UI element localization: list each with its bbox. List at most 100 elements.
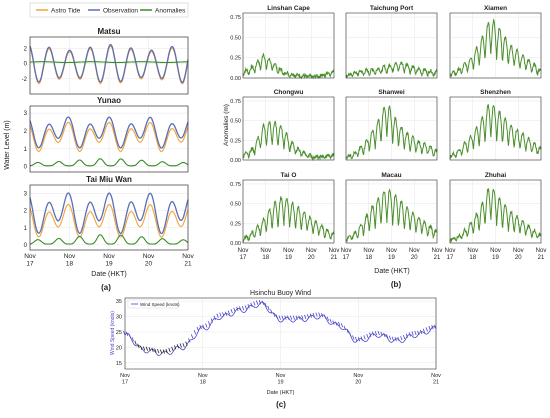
wind-barb <box>140 345 143 351</box>
x-tick-label: Nov 19 <box>283 248 294 261</box>
x-tick-label: Nov 20 <box>353 373 363 386</box>
y-tick-label: 0.50 <box>230 119 241 125</box>
x-tick-label-line: Nov <box>536 248 547 254</box>
wind-barb <box>326 316 329 321</box>
y-tick-label: 1 <box>24 147 28 153</box>
series-line <box>29 121 189 153</box>
wind-barb <box>340 323 344 328</box>
x-tick-label-line: 17 <box>343 255 350 261</box>
x-tick-label-line: 19 <box>277 380 283 386</box>
y-tick-label: 0.00 <box>230 241 241 247</box>
wind-barb <box>411 331 414 336</box>
x-tick-label-line: Nov <box>64 253 76 260</box>
x-tick-label-line: 18 <box>469 255 476 261</box>
x-tick-label-line: 21 <box>184 261 192 268</box>
panel-label-a: (a) <box>101 283 111 292</box>
y-tick-label: 2 <box>24 129 28 135</box>
x-tick-label-line: 20 <box>308 255 315 261</box>
x-axis-label: Date (HKT) <box>91 271 126 278</box>
wind-barb <box>352 335 355 340</box>
plot-frame <box>345 179 438 244</box>
subplot-title: Yunao <box>97 96 121 105</box>
x-tick-label-line: 19 <box>388 255 395 261</box>
x-tick-label-line: 19 <box>492 255 499 261</box>
wind-barb <box>312 312 315 318</box>
wind-barb <box>346 329 349 334</box>
x-tick-label-line: 18 <box>200 380 206 386</box>
y-tick-label: 0.00 <box>230 76 241 82</box>
wind-barb <box>230 309 233 314</box>
y-tick-label: 0.00 <box>230 158 241 164</box>
y-tick-label: 0 <box>24 243 28 249</box>
wind-barb <box>366 333 369 339</box>
wind-barb <box>202 324 205 329</box>
wind-barb <box>354 336 358 342</box>
wind-barb <box>185 341 188 346</box>
wind-barb <box>162 349 165 354</box>
legend-label-2: Anomalies <box>155 8 186 15</box>
wind-barb <box>391 336 394 341</box>
legend-box <box>29 2 189 18</box>
wind-barb <box>408 332 411 337</box>
anomaly-line <box>345 105 438 160</box>
x-tick-label-line: Nov <box>432 248 443 254</box>
x-tick-label-line: 19 <box>285 255 292 261</box>
anomaly-line <box>449 104 542 160</box>
wind-barb <box>171 346 174 351</box>
wind-barb <box>182 343 185 348</box>
x-tick-label: Nov 20 <box>409 248 420 261</box>
x-tick-label-line: Nov <box>276 373 286 379</box>
legend-label: Wind Speed (knots) <box>140 302 180 307</box>
wind-barb <box>403 334 406 340</box>
x-tick-label: Nov 18 <box>363 248 374 261</box>
plot-frame <box>449 96 542 161</box>
station-title: Taichung Port <box>370 5 414 12</box>
wind-barb <box>188 338 191 343</box>
wind-barb <box>168 347 171 353</box>
x-tick-label-line: Nov <box>260 248 271 254</box>
wind-barb <box>264 302 267 307</box>
wind-barb <box>422 328 426 333</box>
wind-barb <box>335 321 338 326</box>
legend-label-0: Astro Tide <box>51 8 81 15</box>
wind-barb <box>256 300 259 305</box>
wind-barb <box>227 310 230 315</box>
anomaly-line <box>449 188 542 244</box>
plot-frame <box>449 179 542 244</box>
wind-barb <box>131 337 134 342</box>
x-tick-label: Nov 20 <box>143 253 155 268</box>
x-tick-label-line: 17 <box>122 380 128 386</box>
subplot-title: Matsu <box>97 27 120 36</box>
x-tick-label: Nov 21 <box>329 248 340 261</box>
anomaly-line <box>345 60 438 78</box>
x-tick-label-line: 17 <box>447 255 454 261</box>
panel-b: Linshan Cape 0.00 0.25 0.50 0.75 Taichung Por… <box>223 5 546 289</box>
wind-barb <box>145 346 148 351</box>
x-tick-label-line: 18 <box>365 255 372 261</box>
plot-frame <box>242 179 335 244</box>
x-tick-label-line: 20 <box>355 380 361 386</box>
wind-barb <box>236 306 239 311</box>
wind-barb <box>380 331 383 336</box>
x-axis-label: Date (HKT) <box>374 268 409 275</box>
station-title: Tai O <box>281 172 297 179</box>
wind-barb <box>349 332 352 337</box>
wind-barb <box>261 300 264 305</box>
wind-barb <box>137 343 140 348</box>
wind-barb <box>222 312 225 317</box>
subplot-title: Tai Miu Wan <box>86 175 132 184</box>
anomaly-line <box>345 188 438 243</box>
wind-barb <box>176 344 180 349</box>
y-axis-label: Water Level (m) <box>4 120 11 170</box>
wind-barb <box>357 336 361 342</box>
x-tick-label: Nov 18 <box>198 373 208 386</box>
wind-barb <box>128 333 132 339</box>
x-tick-label: Nov 17 <box>120 373 130 386</box>
x-tick-label-line: 17 <box>26 261 34 268</box>
wind-barb <box>318 312 321 317</box>
station-title: Chongwu <box>274 89 304 96</box>
wind-barb <box>386 334 389 339</box>
wind-barb <box>239 306 242 311</box>
wind-barb <box>190 334 194 339</box>
wind-barb <box>278 315 281 320</box>
